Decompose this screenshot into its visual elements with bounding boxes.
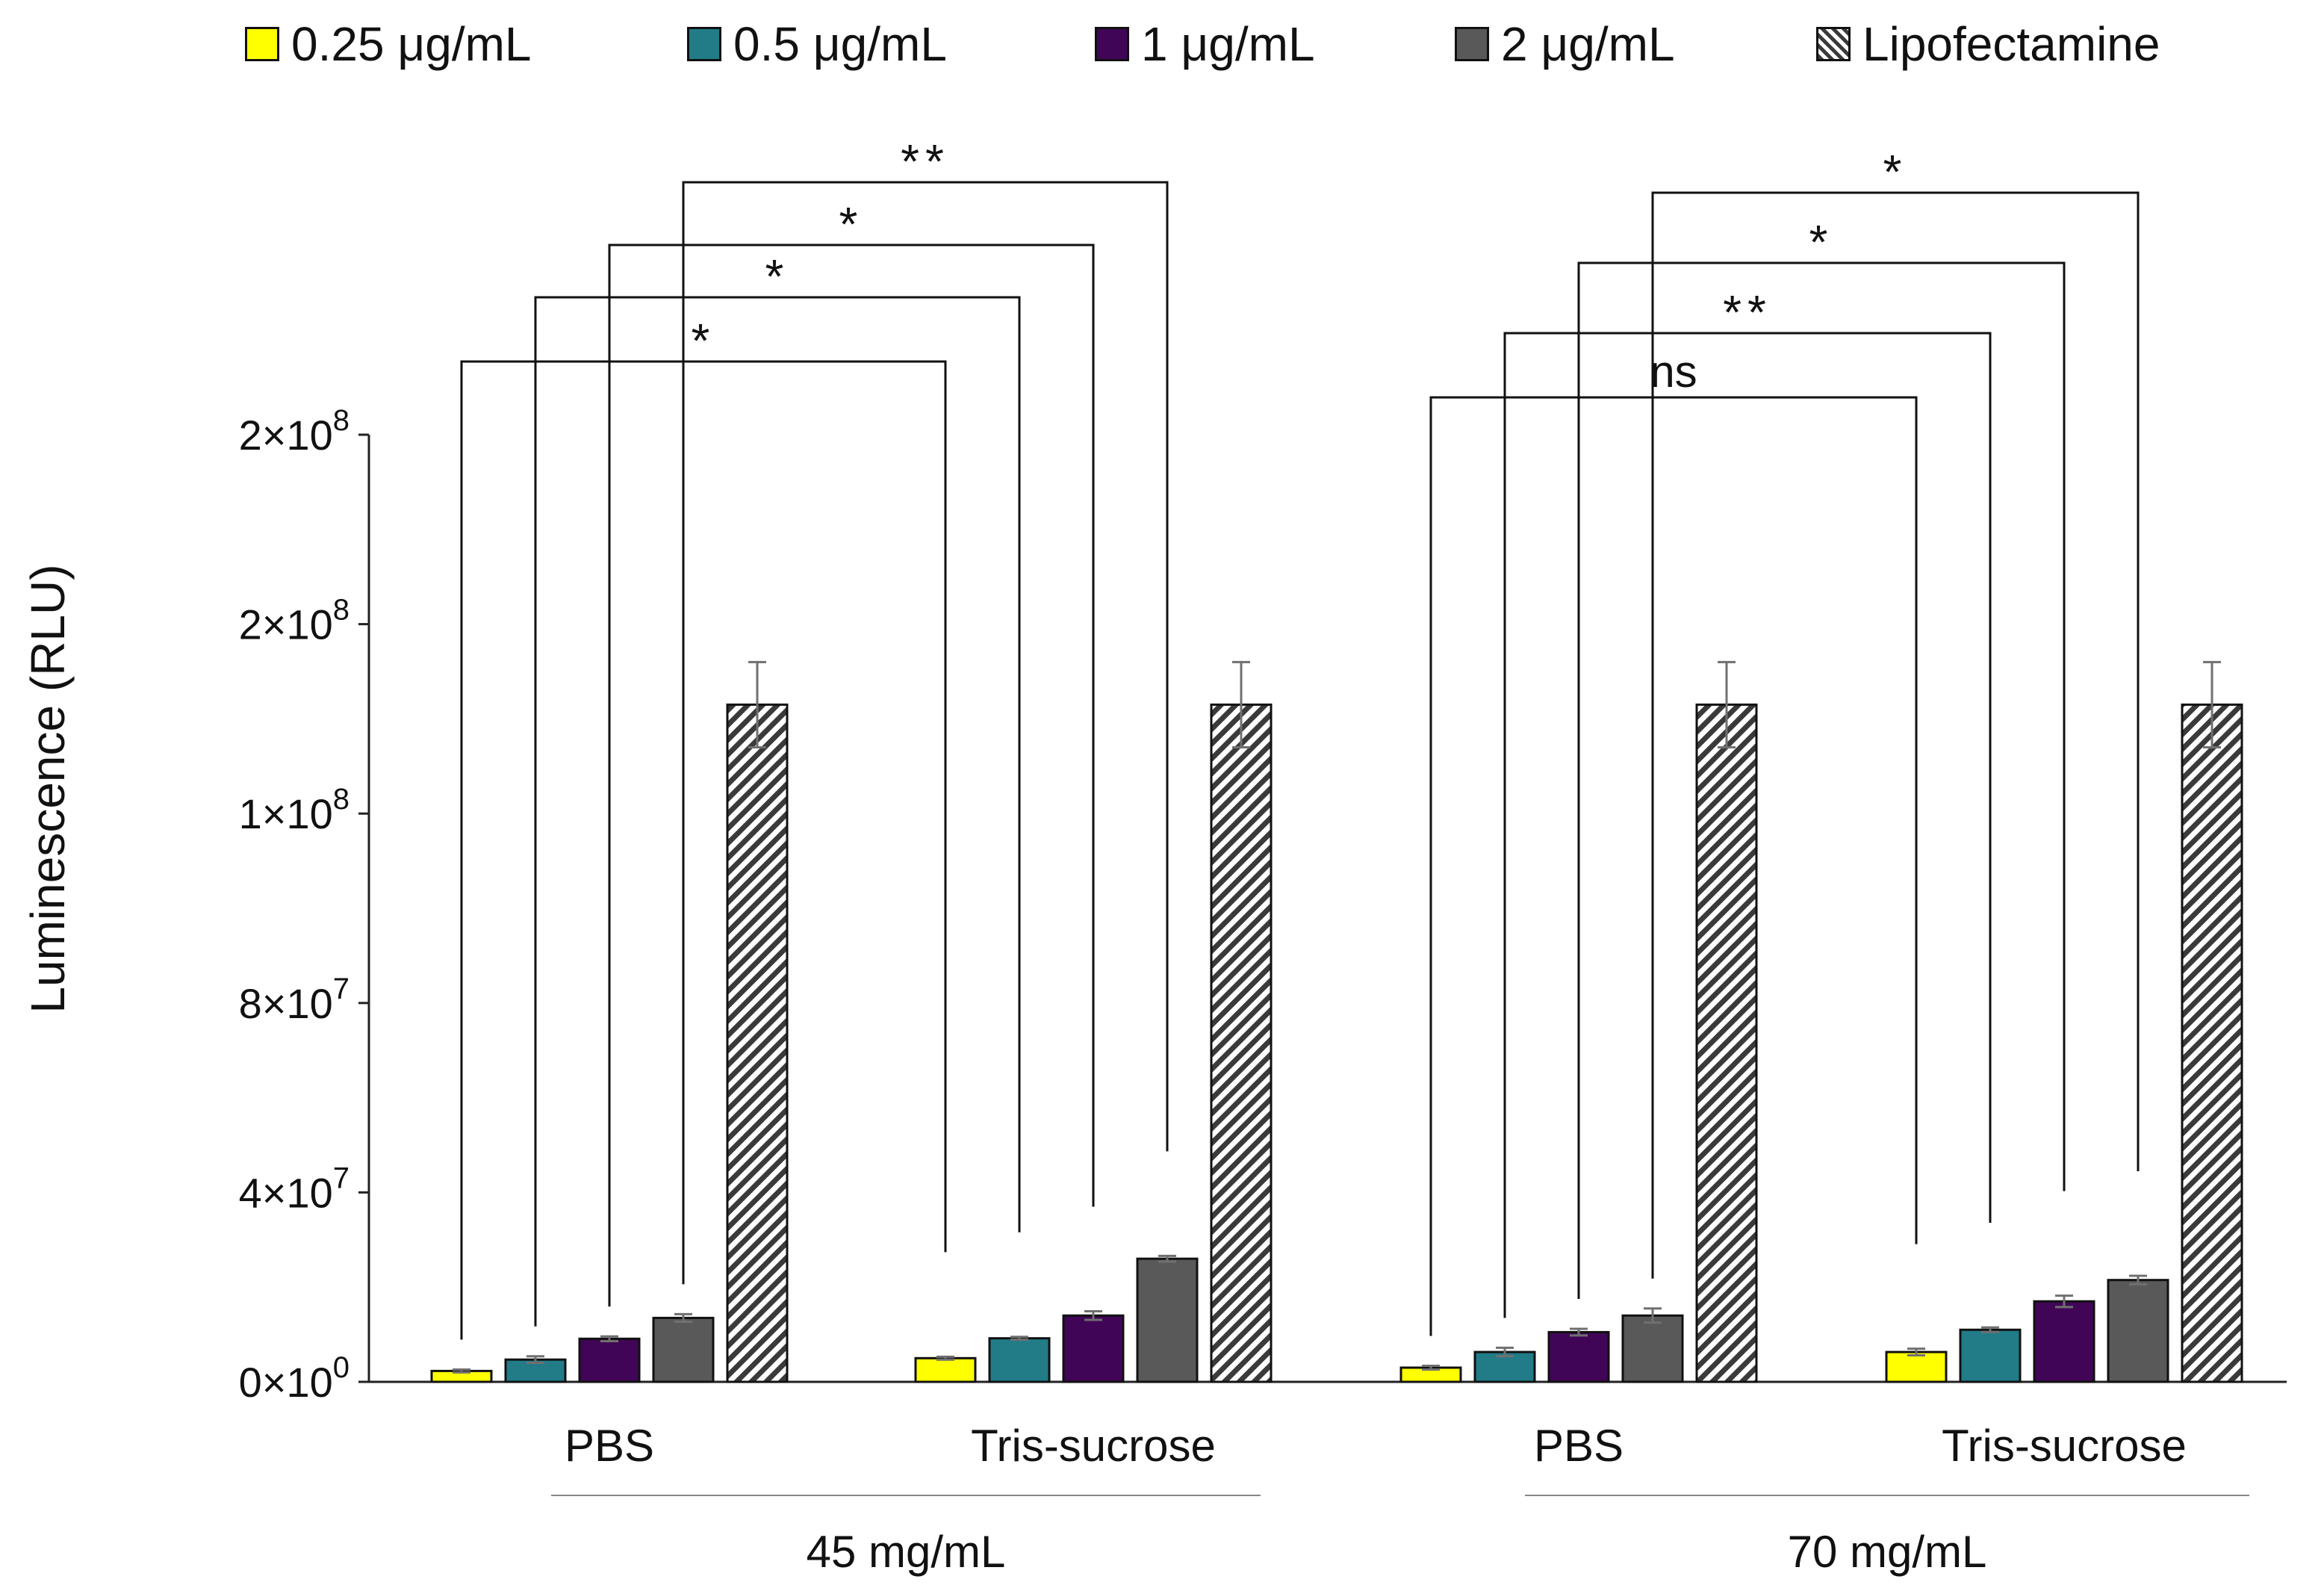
bar-s2-c0 [578,1337,641,1383]
significance-bracket-7 [1651,191,2140,1279]
legend-swatch-4 [1816,27,1851,61]
group-label-1: 70 mg/mL [1788,1527,1987,1577]
significance-bracket-0 [460,360,947,1340]
significance-bracket-2 [608,244,1095,1307]
y-tick-label-1: 4×107 [239,1162,349,1216]
y-tick-label-2: 8×107 [239,973,349,1027]
bar-s1-c1 [988,1337,1051,1383]
group-label-0: 45 mg/mL [807,1527,1006,1577]
category-label-2: PBS [1534,1421,1624,1471]
category-label-1: Tris-sucrose [971,1421,1216,1471]
bar-s0-c3 [1885,1350,1948,1383]
bar-s4-c3 [2181,703,2243,1383]
bar-s3-c0 [652,1316,715,1383]
significance-bracket-4 [1429,396,1918,1336]
legend-swatch-0 [245,27,279,61]
bar-s4-c2 [1695,703,1758,1383]
bar-s3-c2 [1621,1314,1684,1383]
category-label-3: Tris-sucrose [1942,1421,2187,1471]
legend-label-2: 1 μg/mL [1141,17,1315,71]
bars [430,703,2243,1383]
significance-label-7: * [1883,145,1908,199]
significance-brackets: *****ns**** [460,134,2140,1340]
bar-s2-c2 [1547,1330,1610,1383]
legend-item-4: Lipofectamine [1816,10,2160,78]
bar-s4-c1 [1210,703,1273,1383]
bar-s4-c0 [726,703,789,1383]
legend: 0.25 μg/mL 0.5 μg/mL 1 μg/mL 2 μg/mL Lip… [239,10,2255,78]
significance-label-3: ** [901,134,950,188]
bar-s2-c1 [1062,1314,1125,1383]
y-tick-label-0: 0×100 [239,1351,349,1406]
legend-item-0: 0.25 μg/mL [245,10,532,78]
significance-bracket-3 [682,181,1169,1285]
legend-item-1: 0.5 μg/mL [687,10,947,78]
bar-s3-c1 [1136,1257,1199,1383]
bar-s2-c3 [2033,1300,2095,1383]
bar-s0-c1 [914,1356,977,1383]
y-axis-title: Luminescence (RLU) [21,564,75,1013]
legend-item-3: 2 μg/mL [1455,10,1675,78]
axis-labels: 0×100 4×107 8×107 1×108 2×108 2×108 Luminescen… [21,404,2249,1577]
significance-label-1: * [765,249,790,303]
legend-swatch-3 [1455,27,1489,61]
legend-label-4: Lipofectamine [1862,17,2160,71]
significance-label-6: * [1809,215,1834,269]
bar-s1-c3 [1959,1328,2022,1383]
y-tick-label-5: 2×108 [239,404,349,459]
significance-bracket-1 [534,296,1021,1327]
legend-label-3: 2 μg/mL [1501,17,1675,71]
significance-label-2: * [839,197,864,251]
legend-swatch-1 [687,27,721,61]
significance-bracket-6 [1577,261,2066,1299]
significance-label-5: ** [1723,285,1772,339]
legend-label-1: 0.5 μg/mL [733,17,947,71]
significance-label-0: * [692,314,716,367]
bar-s3-c3 [2107,1279,2169,1383]
significance-label-4: ns [1650,347,1697,397]
error-bars [453,660,2221,1374]
category-label-0: PBS [565,1421,654,1471]
legend-item-2: 1 μg/mL [1095,10,1315,78]
legend-label-0: 0.25 μg/mL [291,17,532,71]
significance-bracket-5 [1503,332,1992,1318]
legend-swatch-2 [1095,27,1129,61]
axes [358,433,2287,1383]
y-tick-label-3: 1×108 [239,783,349,837]
y-tick-label-4: 2×108 [239,594,349,648]
